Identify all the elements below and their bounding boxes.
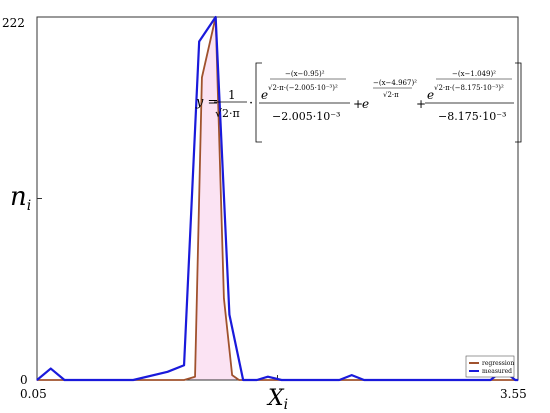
data-point-regression [201, 76, 203, 79]
eq-left-bracket [255, 62, 262, 143]
data-point-measured [36, 379, 38, 381]
eq-t2-exp-den: √2·π [383, 91, 399, 99]
data-point-measured [363, 379, 365, 381]
data-point-measured [281, 379, 283, 381]
data-point-measured [215, 16, 217, 18]
x-tick-max: 3.55 [500, 387, 527, 401]
data-point-regression [183, 379, 185, 381]
eq-t3-exp-den: √2·π·(−8.175·10⁻³)² [434, 84, 504, 92]
data-point-measured [242, 379, 244, 381]
data-point-measured [63, 379, 66, 381]
eq-t3-den: −8.175·10⁻³ [438, 110, 506, 123]
eq-t1-exp-den: √2·π·(−2.005·10⁻³)² [268, 84, 338, 92]
eq-t1-exp: −(x−0.95)² [285, 70, 325, 78]
data-point-measured [514, 379, 516, 381]
eq-plus-2: + [416, 97, 426, 111]
eq-frac-num: 1 [228, 88, 236, 102]
data-point-regression [194, 376, 196, 378]
data-point-measured [228, 313, 230, 316]
eq-t3-e: e [427, 88, 434, 102]
data-point-measured [198, 40, 200, 43]
data-point-measured [517, 379, 519, 381]
data-point-regression [231, 374, 233, 376]
axis-ticks [37, 198, 278, 380]
data-point-measured [166, 371, 169, 373]
plot-frame [36, 16, 519, 381]
data-point-measured [50, 367, 52, 370]
series-line-measured [36, 15, 518, 382]
legend-label-measured: measured [482, 368, 512, 375]
eq-t1-e: e [261, 88, 268, 102]
equation-annotation: y = 1 √2·π · e −(x−0.95)² √2·π·(−2.005·1… [195, 62, 522, 143]
eq-plus-1: + [353, 97, 363, 111]
regression-fill [37, 17, 518, 380]
data-point-measured [351, 374, 353, 376]
legend: regression measured [465, 355, 514, 378]
eq-t2-exp: −(x−4.967)² [373, 79, 417, 87]
y-axis-sub: i [27, 198, 31, 214]
data-point-measured [256, 379, 258, 381]
eq-frac-den: √2·π [215, 107, 240, 120]
x-axis-title: Xi [266, 386, 288, 413]
series-lines [36, 15, 519, 382]
eq-t3-exp: −(x−1.049)² [452, 70, 496, 78]
data-point-regression [223, 297, 225, 299]
eq-t2-e: e [362, 97, 369, 111]
y-tick-min: 0 [20, 373, 28, 387]
x-tick-min: 0.05 [20, 387, 47, 401]
legend-label-regression: regression [482, 360, 514, 367]
eq-right-bracket [515, 62, 522, 143]
data-point-measured [489, 379, 492, 381]
y-axis-label: n [10, 182, 27, 212]
regression-area [37, 17, 518, 380]
data-point-measured [183, 364, 185, 366]
x-axis-sub: i [284, 397, 288, 413]
y-axis-title: ni [10, 182, 31, 214]
eq-lhs: y = [195, 95, 218, 110]
eq-t1-den: −2.005·10⁻³ [272, 110, 340, 123]
data-point-measured [338, 379, 340, 381]
data-point-measured [132, 379, 134, 381]
series-line-regression [37, 16, 518, 381]
data-point-regression [238, 379, 240, 381]
data-point-measured [267, 376, 269, 378]
x-axis-label: X [266, 386, 285, 411]
y-tick-max: 222 [2, 16, 25, 30]
eq-dot: · [249, 96, 253, 111]
